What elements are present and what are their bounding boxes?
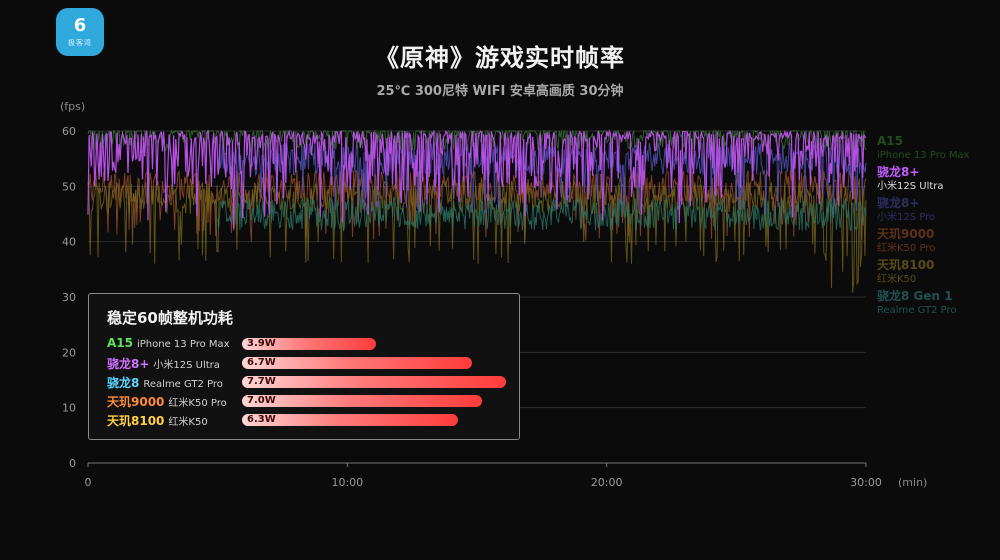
x-tick-label: 30:00: [850, 476, 882, 489]
legend-device-label: 小米12S Pro: [877, 212, 936, 223]
power-panel-title: 稳定60帧整机功耗: [107, 309, 233, 327]
legend-chip-label: A15: [877, 134, 903, 148]
y-tick-label: 50: [62, 180, 76, 193]
logo-mark-icon: 6: [73, 14, 87, 36]
power-bar: [242, 338, 376, 350]
legend-item: 骁龙8+ 小米12S Ultra: [877, 165, 997, 196]
series-line: [217, 195, 867, 231]
legend-chip-label: 天玑9000: [877, 227, 935, 241]
site-logo: 6 极客湾: [56, 8, 104, 56]
power-row-device: 红米K50: [168, 417, 208, 428]
legend-chip-label: 骁龙8+: [877, 165, 920, 179]
legend-item: 天玑9000 红米K50 Pro: [877, 227, 997, 258]
legend: A15 iPhone 13 Pro Max 骁龙8+ 小米12S Ultra 骁龙8+ 小…: [877, 134, 997, 320]
legend-device-label: 红米K50 Pro: [877, 243, 936, 254]
chart-title: 《原神》游戏实时帧率: [375, 44, 625, 72]
power-row-chip: A15 iPhone 13 Pro Max: [107, 336, 230, 350]
power-value-label: 7.7W: [247, 376, 276, 387]
legend-item: 骁龙8 Gen 1 Realme GT2 Pro: [877, 289, 997, 320]
chart-subtitle: 25℃ 300尼特 WIFI 安卓高画质 30分钟: [376, 84, 624, 99]
power-row: A15 iPhone 13 Pro Max 3.9W: [107, 336, 512, 354]
x-tick-label: 0: [85, 476, 92, 489]
power-row-device: 红米K50 Pro: [168, 398, 227, 409]
series-line: [87, 129, 867, 229]
x-tick-label: 10:00: [331, 476, 363, 489]
legend-item: 骁龙8+ 小米12S Pro: [877, 196, 997, 227]
legend-device-label: Realme GT2 Pro: [877, 305, 957, 316]
power-bar: [242, 376, 506, 388]
power-value-label: 6.7W: [247, 357, 276, 368]
y-tick-label: 60: [62, 125, 76, 138]
legend-device-label: 红米K50: [877, 274, 917, 285]
series-line: [87, 129, 867, 152]
power-row-device: Realme GT2 Pro: [143, 379, 223, 390]
power-row: 骁龙8 Realme GT2 Pro 7.7W: [107, 374, 512, 392]
power-row: 天玑9000 红米K50 Pro 7.0W: [107, 393, 512, 411]
y-tick-label: 20: [62, 346, 76, 359]
y-axis-label: (fps): [60, 100, 85, 113]
legend-chip-label: 骁龙8 Gen 1: [877, 289, 953, 303]
power-panel: 稳定60帧整机功耗 A15 iPhone 13 Pro Max 3.9W 骁龙8+ 小米…: [88, 293, 520, 440]
legend-item: A15 iPhone 13 Pro Max: [877, 134, 997, 165]
power-row-chip: 骁龙8 Realme GT2 Pro: [107, 376, 223, 390]
y-tick-label: 30: [62, 291, 76, 304]
y-tick-label: 10: [62, 402, 76, 415]
power-value-label: 6.3W: [247, 414, 276, 425]
y-tick-label: 40: [62, 236, 76, 249]
x-tick-label: 20:00: [591, 476, 623, 489]
power-row-chip: 天玑9000 红米K50 Pro: [107, 395, 227, 409]
legend-device-label: 小米12S Ultra: [877, 181, 944, 192]
power-row: 骁龙8+ 小米12S Ultra 6.7W: [107, 355, 512, 373]
power-bar: [242, 395, 482, 407]
power-row-device: iPhone 13 Pro Max: [137, 339, 230, 350]
power-row-chip: 天玑8100 红米K50: [107, 414, 208, 428]
power-row-chip: 骁龙8+ 小米12S Ultra: [107, 357, 220, 371]
legend-item: 天玑8100 红米K50: [877, 258, 997, 289]
power-bar: [242, 357, 472, 369]
legend-device-label: iPhone 13 Pro Max: [877, 150, 970, 161]
x-axis-label: (min): [898, 476, 927, 489]
power-bar: [242, 414, 458, 426]
logo-text: 极客湾: [68, 38, 92, 47]
power-row-device: 小米12S Ultra: [153, 360, 220, 371]
legend-chip-label: 天玑8100: [877, 258, 935, 272]
power-value-label: 3.9W: [247, 338, 276, 349]
power-row: 天玑8100 红米K50 6.3W: [107, 412, 512, 430]
legend-chip-label: 骁龙8+: [877, 196, 920, 210]
power-value-label: 7.0W: [247, 395, 276, 406]
y-tick-label: 0: [69, 457, 76, 470]
